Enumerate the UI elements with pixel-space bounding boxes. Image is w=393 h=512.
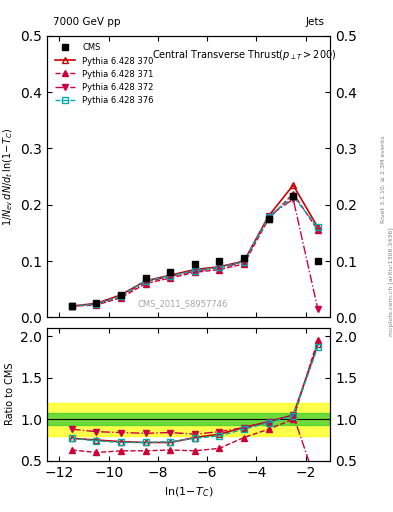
Line: Pythia 6.428 370: Pythia 6.428 370	[69, 182, 321, 309]
Pythia 6.428 371	[242, 261, 246, 267]
Pythia 6.428 372	[168, 273, 173, 280]
Pythia 6.428 376	[291, 193, 296, 199]
CMS	[242, 255, 246, 261]
CMS	[291, 193, 296, 199]
Pythia 6.428 371	[217, 266, 222, 272]
Text: Rivet 3.1.10, ≥ 2.3M events: Rivet 3.1.10, ≥ 2.3M events	[381, 135, 386, 223]
Pythia 6.428 370	[70, 303, 74, 309]
Legend: CMS, Pythia 6.428 370, Pythia 6.428 371, Pythia 6.428 372, Pythia 6.428 376: CMS, Pythia 6.428 370, Pythia 6.428 371,…	[51, 40, 157, 109]
Pythia 6.428 376	[242, 259, 246, 265]
Pythia 6.428 370	[217, 264, 222, 270]
Line: Pythia 6.428 372: Pythia 6.428 372	[69, 197, 321, 312]
Y-axis label: Ratio to CMS: Ratio to CMS	[5, 363, 15, 425]
Pythia 6.428 371	[119, 295, 123, 301]
Pythia 6.428 371	[291, 190, 296, 197]
Pythia 6.428 376	[94, 301, 99, 307]
Line: Pythia 6.428 371: Pythia 6.428 371	[69, 191, 321, 309]
Pythia 6.428 372	[291, 196, 296, 202]
Pythia 6.428 376	[119, 293, 123, 299]
CMS	[217, 258, 222, 264]
Pythia 6.428 371	[168, 275, 173, 281]
Bar	[47, 402, 330, 436]
CMS	[193, 261, 197, 267]
Line: Pythia 6.428 376: Pythia 6.428 376	[69, 194, 321, 309]
Pythia 6.428 372	[119, 293, 123, 299]
Y-axis label: $1/N_{ev}\,dN/d_t\,\ln(1\!-\!T_C)$: $1/N_{ev}\,dN/d_t\,\ln(1\!-\!T_C)$	[1, 127, 15, 226]
Pythia 6.428 372	[217, 265, 222, 271]
Text: CMS_2011_S8957746: CMS_2011_S8957746	[137, 299, 228, 308]
Pythia 6.428 372	[242, 259, 246, 265]
Pythia 6.428 372	[193, 268, 197, 274]
Pythia 6.428 372	[316, 306, 320, 312]
Pythia 6.428 370	[242, 258, 246, 264]
CMS	[70, 303, 74, 309]
Pythia 6.428 370	[193, 266, 197, 272]
Text: Jets: Jets	[305, 17, 325, 27]
CMS	[266, 216, 271, 222]
Pythia 6.428 376	[316, 224, 320, 230]
Line: CMS: CMS	[69, 194, 321, 309]
X-axis label: $\ln(1\!-\!T_C)$: $\ln(1\!-\!T_C)$	[164, 485, 213, 499]
Pythia 6.428 371	[143, 281, 148, 287]
Pythia 6.428 371	[70, 303, 74, 309]
CMS	[168, 269, 173, 275]
CMS	[119, 292, 123, 298]
Pythia 6.428 372	[143, 279, 148, 285]
CMS	[316, 258, 320, 264]
Pythia 6.428 370	[316, 224, 320, 230]
Pythia 6.428 370	[94, 300, 99, 306]
Pythia 6.428 372	[70, 303, 74, 309]
Text: mcplots.cern.ch [arXiv:1306.3436]: mcplots.cern.ch [arXiv:1306.3436]	[389, 227, 393, 336]
Pythia 6.428 376	[70, 303, 74, 309]
Pythia 6.428 372	[94, 301, 99, 307]
Pythia 6.428 376	[143, 278, 148, 284]
Pythia 6.428 370	[266, 213, 271, 219]
Pythia 6.428 370	[119, 292, 123, 298]
Pythia 6.428 370	[168, 272, 173, 279]
CMS	[143, 275, 148, 281]
Bar	[47, 413, 330, 425]
Pythia 6.428 372	[266, 213, 271, 219]
Pythia 6.428 371	[94, 302, 99, 308]
Pythia 6.428 370	[291, 182, 296, 188]
Pythia 6.428 376	[217, 264, 222, 270]
Pythia 6.428 370	[143, 278, 148, 284]
Pythia 6.428 371	[316, 227, 320, 233]
CMS	[94, 300, 99, 306]
Pythia 6.428 376	[266, 214, 271, 220]
Text: 7000 GeV pp: 7000 GeV pp	[53, 17, 120, 27]
Pythia 6.428 371	[266, 216, 271, 222]
Pythia 6.428 376	[168, 273, 173, 279]
Text: Central Transverse Thrust$(p_{\perp T} > 200)$: Central Transverse Thrust$(p_{\perp T} >…	[152, 48, 336, 62]
Pythia 6.428 371	[193, 269, 197, 275]
Pythia 6.428 376	[193, 268, 197, 274]
